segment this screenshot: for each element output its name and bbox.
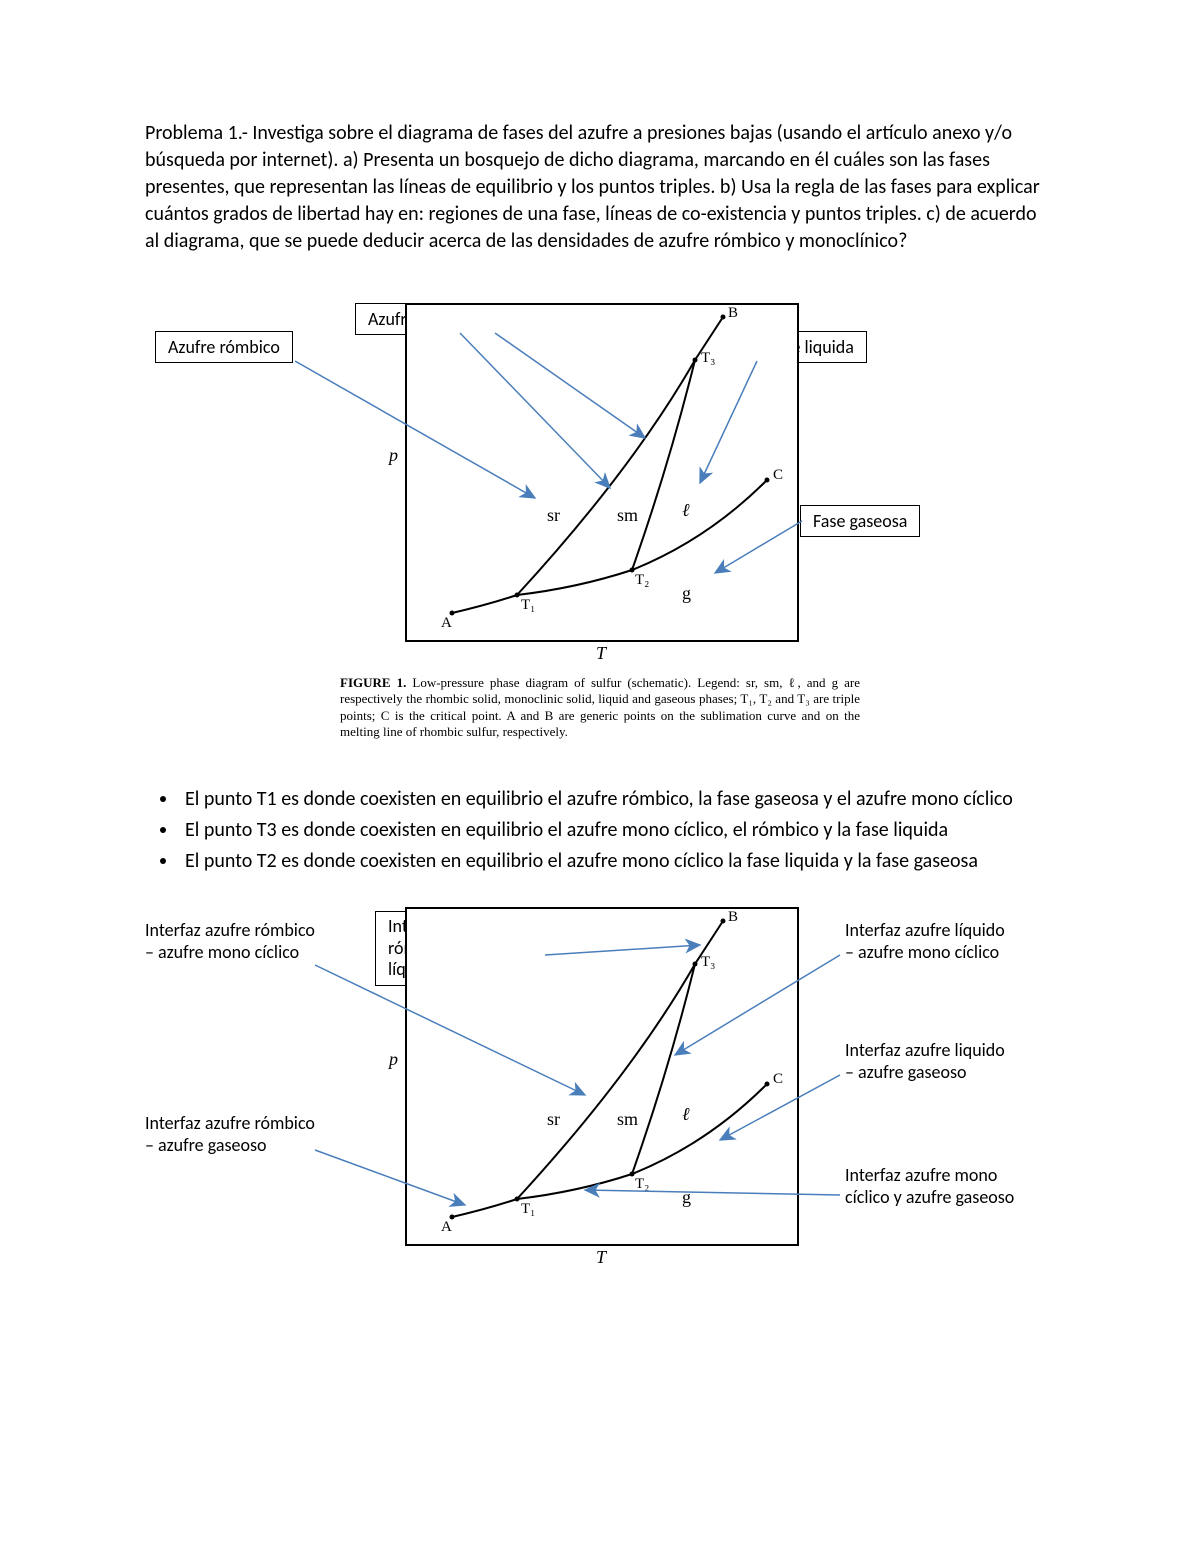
caption-lead: FIGURE 1. <box>340 675 406 690</box>
callout-gaseosa: Fase gaseosa <box>800 505 920 537</box>
pt-T2-2: T₂ <box>635 1176 649 1193</box>
figure-1: Azufre rómbico Azufre monocíclico Fase l… <box>145 283 1055 703</box>
pt-B: B <box>728 305 738 322</box>
phase-curves <box>407 305 797 640</box>
bullet-item: El punto T2 es donde coexisten en equili… <box>179 848 1055 875</box>
callout-rombico: Azufre rómbico <box>155 331 293 363</box>
phase-diagram-2: sr sm ℓ g A B C T₁ T₂ T₃ p <box>405 907 799 1246</box>
bullet-item: El punto T1 es donde coexisten en equili… <box>179 786 1055 813</box>
region-sm-2: sm <box>617 1109 638 1130</box>
page: Problema 1.- Investiga sobre el diagrama… <box>0 0 1200 1553</box>
callout-sr-sm: Interfaz azufre rómbico – azufre mono cí… <box>145 920 315 963</box>
callout-sr-g: Interfaz azufre rómbico – azufre gaseoso <box>145 1113 315 1156</box>
caption-body: Low-pressure phase diagram of sulfur (sc… <box>340 675 860 739</box>
pt-A: A <box>441 615 452 632</box>
callout-l-g: Interfaz azufre liquido – azufre gaseoso <box>845 1040 1015 1083</box>
phase-diagram-1: sr sm ℓ g A B C T₁ T₂ T₃ p <box>405 303 799 642</box>
region-sr-2: sr <box>547 1109 560 1130</box>
region-l: ℓ <box>682 500 690 521</box>
figure-caption: FIGURE 1. Low-pressure phase diagram of … <box>340 675 860 740</box>
problem-text: Problema 1.- Investiga sobre el diagrama… <box>145 120 1055 255</box>
axis-T-2: T <box>596 1247 606 1268</box>
pt-T3-2: T₃ <box>701 954 715 971</box>
region-l-2: ℓ <box>682 1104 690 1125</box>
pt-T3: T₃ <box>701 350 715 367</box>
phase-curves-2 <box>407 909 797 1244</box>
pt-T2: T₂ <box>635 572 649 589</box>
region-sm: sm <box>617 505 638 526</box>
axis-T: T <box>596 643 606 664</box>
bullet-item: El punto T3 es donde coexisten en equili… <box>179 817 1055 844</box>
pt-C: C <box>773 467 783 484</box>
region-sr: sr <box>547 505 560 526</box>
bullet-list: El punto T1 es donde coexisten en equili… <box>145 786 1055 875</box>
figure-2: Interfaz azufre rómbico – azufre mono cí… <box>145 895 1055 1295</box>
region-g: g <box>682 583 691 604</box>
pt-T1: T₁ <box>521 597 535 614</box>
region-g-2: g <box>682 1187 691 1208</box>
pt-T1-2: T₁ <box>521 1201 535 1218</box>
pt-B-2: B <box>728 909 738 926</box>
callout-l-sm: Interfaz azufre líquido – azufre mono cí… <box>845 920 1015 963</box>
axis-p-2: p <box>389 1049 398 1070</box>
callout-sm-g: Interfaz azufre mono cíclico y azufre ga… <box>845 1165 1035 1208</box>
axis-p: p <box>389 445 398 466</box>
pt-A-2: A <box>441 1219 452 1236</box>
pt-C-2: C <box>773 1071 783 1088</box>
